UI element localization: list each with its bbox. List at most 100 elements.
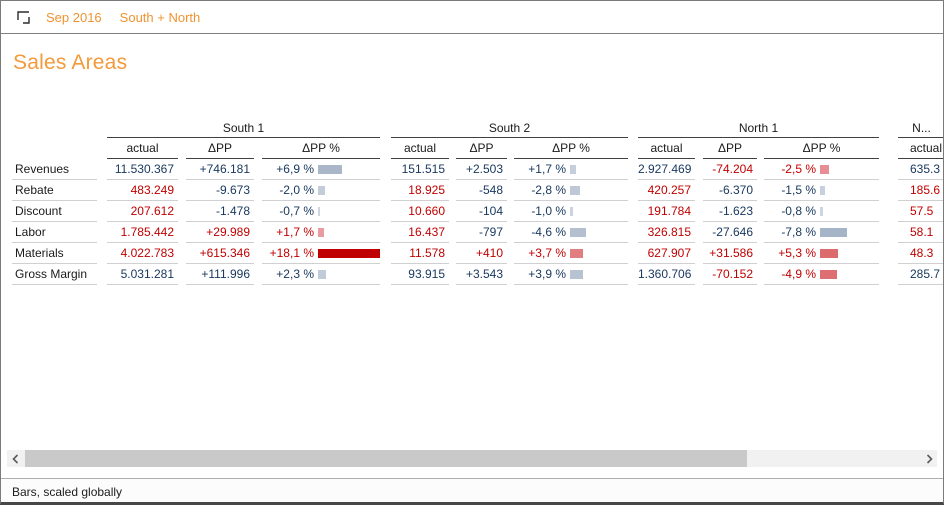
delta-pct-value: +3,7 % [528, 246, 566, 260]
group-header-north-1: North 1 [638, 119, 879, 138]
delta-cell: +746.181 [186, 159, 254, 180]
status-bar: Bars, scaled globally [1, 479, 943, 502]
delta-pct-value: +2,3 % [276, 267, 314, 281]
delta-pct-cell: -2,0 % [262, 180, 380, 201]
column-header: actual [391, 138, 449, 159]
variance-bar [820, 227, 847, 237]
actual-cell: 326.815 [638, 222, 695, 243]
horizontal-scrollbar[interactable] [7, 450, 937, 467]
delta-pct-value: +6,9 % [276, 162, 314, 176]
layout-icon-button[interactable] [14, 8, 32, 26]
delta-cell: +31.586 [703, 243, 757, 264]
variance-bar [318, 206, 321, 216]
variance-bar [570, 269, 584, 279]
delta-pct-value: -1,0 % [531, 204, 566, 218]
actual-cell: 11.578 [391, 243, 449, 264]
actual-cell: 1.785.442 [107, 222, 178, 243]
variance-bar [318, 185, 325, 195]
row-label: Gross Margin [12, 264, 97, 285]
delta-pct-value: -2,8 % [531, 183, 566, 197]
delta-cell: +2.503 [456, 159, 507, 180]
variance-bar [570, 227, 586, 237]
actual-cell-truncated: 48.3 [898, 243, 943, 264]
column-header: ΔPP [186, 138, 254, 159]
actual-cell-truncated: 57.5 [898, 201, 943, 222]
scroll-left-button[interactable] [7, 450, 23, 467]
actual-cell-truncated: 58.1 [898, 222, 943, 243]
restore-frame-icon [16, 10, 30, 24]
delta-cell: +29.989 [186, 222, 254, 243]
delta-pct-value: +1,7 % [528, 162, 566, 176]
delta-pct-cell: +5,3 % [764, 243, 879, 264]
delta-cell: +111.996 [186, 264, 254, 285]
period-selector[interactable]: Sep 2016 [46, 9, 102, 25]
actual-cell: 18.925 [391, 180, 449, 201]
delta-pct-cell: +2,3 % [262, 264, 380, 285]
scope-selector[interactable]: South + North [119, 9, 201, 25]
chevron-left-icon [11, 453, 18, 464]
delta-pct-cell: -2,5 % [764, 159, 879, 180]
group-header-south-2: South 2 [391, 119, 628, 138]
column-header: ΔPP [456, 138, 507, 159]
actual-cell: 1.360.706 [638, 264, 695, 285]
scrollbar-thumb[interactable] [25, 450, 747, 467]
variance-bar [820, 185, 826, 195]
sales-areas-table: South 1 actual ΔPP ΔPP % South 2 actual ΔPP ΔPP… [1, 1, 943, 301]
group-header-truncated: N... [898, 119, 943, 138]
delta-cell: +410 [456, 243, 507, 264]
column-header-truncated: actual [898, 138, 943, 159]
toolbar: Sep 2016 South + North [1, 1, 943, 34]
delta-pct-cell: +3,7 % [514, 243, 628, 264]
delta-pct-value: +3,9 % [528, 267, 566, 281]
actual-cell: 483.249 [107, 180, 178, 201]
delta-pct-cell: -7,8 % [764, 222, 879, 243]
scroll-right-button[interactable] [921, 450, 937, 467]
row-label: Revenues [12, 159, 97, 180]
column-header: actual [107, 138, 178, 159]
actual-cell: 10.660 [391, 201, 449, 222]
variance-bar [318, 269, 326, 279]
actual-cell: 16.437 [391, 222, 449, 243]
variance-bar [820, 269, 837, 279]
variance-bar [318, 227, 324, 237]
actual-cell: 207.612 [107, 201, 178, 222]
page-title: Sales Areas [13, 51, 128, 74]
delta-pct-value: -0,7 % [279, 204, 314, 218]
status-text: Bars, scaled globally [12, 485, 123, 499]
row-label: Rebate [12, 180, 97, 201]
row-label: Materials [12, 243, 97, 264]
delta-pct-value: -2,0 % [279, 183, 314, 197]
delta-cell: -9.673 [186, 180, 254, 201]
delta-cell: -797 [456, 222, 507, 243]
delta-pct-cell: -1,5 % [764, 180, 879, 201]
column-header: actual [638, 138, 695, 159]
delta-pct-cell: -0,8 % [764, 201, 879, 222]
delta-pct-cell: +1,7 % [262, 222, 380, 243]
row-label: Labor [12, 222, 97, 243]
delta-pct-cell: -1,0 % [514, 201, 628, 222]
delta-pct-cell: +3,9 % [514, 264, 628, 285]
row-label: Discount [12, 201, 97, 222]
group-header-south-1: South 1 [107, 119, 380, 138]
actual-cell: 2.927.469 [638, 159, 695, 180]
delta-pct-cell: -4,9 % [764, 264, 879, 285]
actual-cell: 627.907 [638, 243, 695, 264]
delta-pct-value: -1,5 % [781, 183, 816, 197]
variance-bar [820, 164, 829, 174]
variance-bar [318, 164, 342, 174]
delta-pct-value: -0,8 % [781, 204, 816, 218]
delta-pct-value: -2,5 % [781, 162, 816, 176]
actual-cell: 4.022.783 [107, 243, 178, 264]
delta-pct-cell: -0,7 % [262, 201, 380, 222]
variance-bar [570, 248, 583, 258]
delta-cell: +3.543 [456, 264, 507, 285]
delta-pct-cell: -2,8 % [514, 180, 628, 201]
variance-bar [570, 206, 574, 216]
actual-cell: 420.257 [638, 180, 695, 201]
actual-cell: 5.031.281 [107, 264, 178, 285]
delta-pct-value: +1,7 % [276, 225, 314, 239]
column-header: ΔPP % [764, 138, 879, 159]
actual-cell: 11.530.367 [107, 159, 178, 180]
delta-cell: -1.478 [186, 201, 254, 222]
